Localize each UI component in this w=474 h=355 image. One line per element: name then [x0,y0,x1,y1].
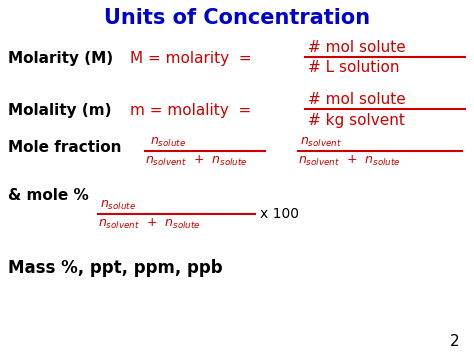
Text: M = molarity  =: M = molarity = [130,50,252,66]
Text: # L solution: # L solution [308,60,400,76]
Text: $n_{solute}$: $n_{solute}$ [100,198,136,212]
Text: Mass %, ppt, ppm, ppb: Mass %, ppt, ppm, ppb [8,259,223,277]
Text: 2: 2 [450,334,460,350]
Text: & mole %: & mole % [8,187,89,202]
Text: m = molality  =: m = molality = [130,103,251,118]
Text: Units of Concentration: Units of Concentration [104,8,370,28]
Text: $n_{solvent}$: $n_{solvent}$ [300,136,342,148]
Text: # mol solute: # mol solute [308,40,406,55]
Text: $n_{solvent}$  +  $n_{solute}$: $n_{solvent}$ + $n_{solute}$ [298,154,401,168]
Text: # mol solute: # mol solute [308,93,406,108]
Text: Molality (m): Molality (m) [8,103,111,118]
Text: # kg solvent: # kg solvent [308,113,405,127]
Text: Mole fraction: Mole fraction [8,141,121,155]
Text: $n_{solute}$: $n_{solute}$ [150,136,186,148]
Text: $n_{solvent}$  +  $n_{solute}$: $n_{solvent}$ + $n_{solute}$ [98,217,201,231]
Text: Molarity (M): Molarity (M) [8,50,113,66]
Text: x 100: x 100 [260,207,299,221]
Text: $n_{solvent}$  +  $n_{solute}$: $n_{solvent}$ + $n_{solute}$ [145,154,248,168]
